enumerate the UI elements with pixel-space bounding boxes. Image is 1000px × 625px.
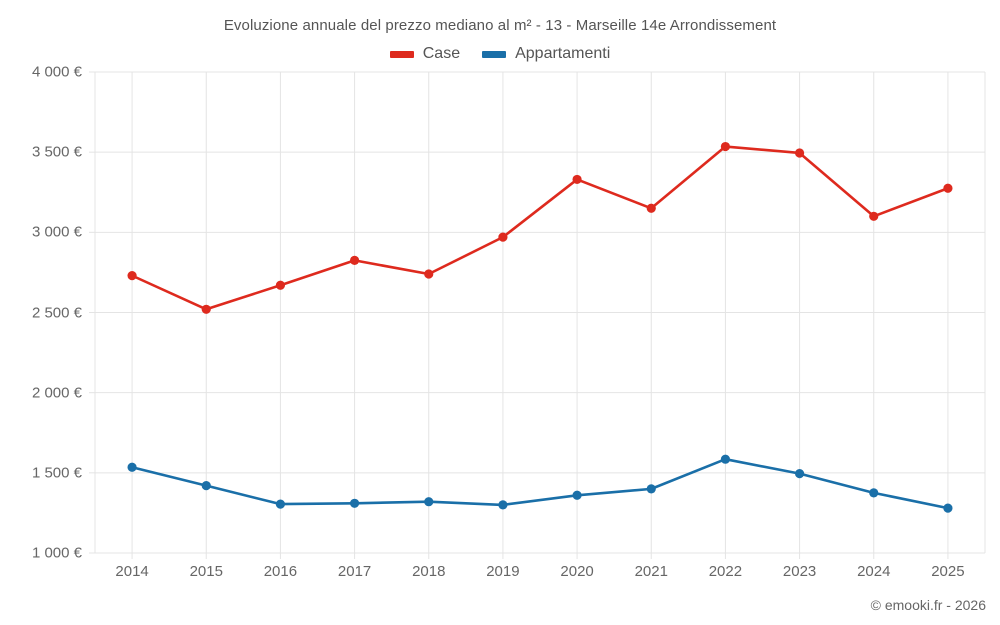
data-point[interactable] [201, 481, 211, 491]
data-point[interactable] [572, 490, 582, 500]
copyright-footer: © emooki.fr - 2026 [870, 597, 986, 613]
data-point[interactable] [349, 498, 360, 508]
data-point[interactable] [943, 503, 953, 513]
x-axis-tick-label: 2016 [263, 563, 298, 580]
data-point[interactable] [127, 271, 137, 281]
data-point[interactable] [794, 148, 805, 158]
x-axis-tick-label: 2025 [931, 563, 965, 580]
data-point[interactable] [720, 454, 731, 464]
y-axis-tick-label: 2 500 € [31, 304, 82, 321]
legend-swatch-appartamenti [482, 50, 507, 58]
data-point[interactable] [720, 141, 731, 152]
data-point[interactable] [794, 469, 805, 479]
data-point[interactable] [275, 499, 286, 509]
data-point[interactable] [572, 174, 582, 185]
x-axis-tick-label: 2024 [857, 563, 891, 580]
legend-label-appartamenti: Appartamenti [515, 45, 611, 62]
series-line-appartamenti [130, 457, 950, 510]
y-axis-tick-label: 2 000 € [31, 384, 82, 402]
x-axis-tick-label: 2022 [708, 563, 743, 580]
data-point[interactable] [424, 269, 434, 279]
y-axis-tick-label: 1 000 € [31, 544, 82, 562]
data-point[interactable] [869, 211, 879, 221]
legend-item-appartamenti[interactable]: Appartamenti [482, 45, 610, 63]
y-axis-tick-label: 4 000 € [31, 63, 82, 81]
x-axis-tick-label: 2023 [782, 563, 817, 580]
data-point[interactable] [869, 488, 879, 498]
data-point[interactable] [127, 462, 137, 472]
x-axis-tick-label: 2014 [115, 563, 149, 580]
data-point[interactable] [349, 255, 360, 265]
legend-swatch-case [389, 50, 414, 58]
x-axis-tick-label: 2017 [337, 563, 372, 580]
data-point[interactable] [201, 304, 211, 314]
legend-label-case: Case [422, 45, 461, 62]
data-point[interactable] [646, 203, 656, 213]
y-axis-tick-label: 3 500 € [31, 143, 82, 161]
data-point[interactable] [646, 484, 656, 494]
series-line-case [130, 145, 950, 311]
x-axis-tick-label: 2021 [634, 563, 668, 580]
x-axis-tick-label: 2019 [486, 563, 520, 580]
data-point[interactable] [424, 497, 434, 507]
x-axis-tick-label: 2018 [412, 563, 446, 580]
data-point[interactable] [498, 232, 508, 242]
chart-legend: Case Appartamenti [0, 45, 1000, 63]
y-axis-tick-label: 3 000 € [31, 223, 82, 241]
x-axis-tick-label: 2015 [189, 563, 223, 580]
y-axis-tick-label: 1 500 € [31, 464, 82, 482]
legend-item-case[interactable]: Case [389, 45, 461, 63]
data-point[interactable] [943, 183, 953, 193]
x-axis-tick-label: 2020 [560, 563, 594, 580]
data-point[interactable] [275, 280, 286, 290]
chart-title: Evoluzione annuale del prezzo mediano al… [223, 17, 777, 34]
data-point[interactable] [498, 500, 508, 510]
